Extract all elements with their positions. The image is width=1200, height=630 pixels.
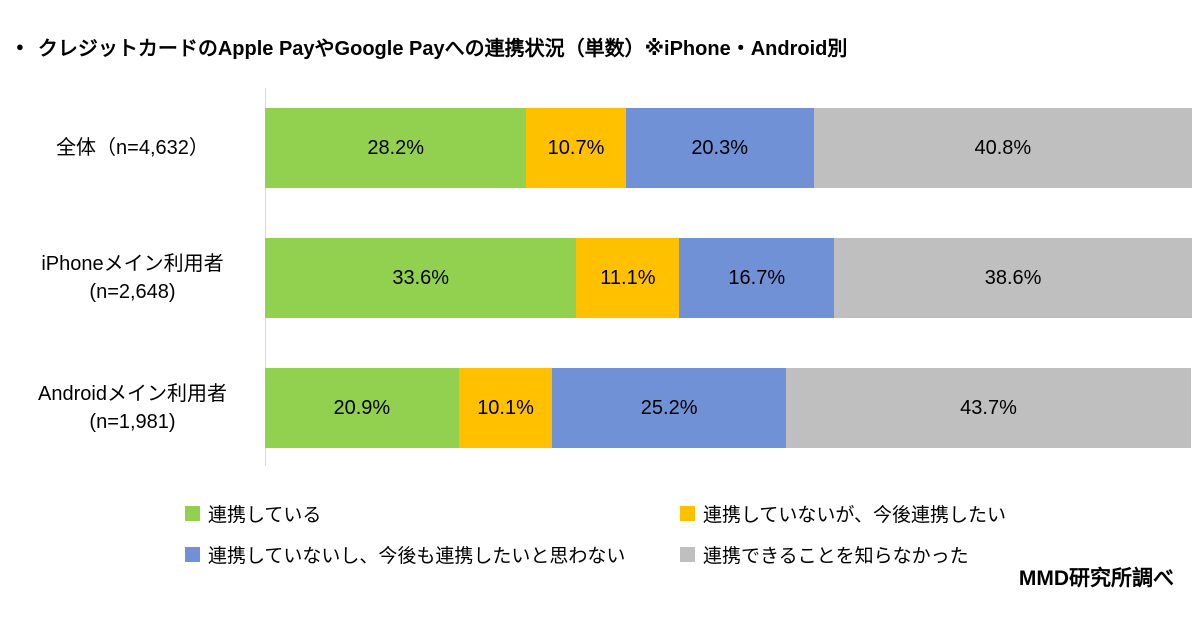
legend-label: 連携していないが、今後連携したい [703, 505, 1007, 526]
legend-swatch-icon [185, 547, 200, 562]
bar-segment: 10.7% [526, 108, 626, 188]
legend-label: 連携していないし、今後も連携したいと思わない [208, 546, 626, 567]
bar-row: iPhoneメイン利用者 (n=2,648) 33.6% 11.1% 16.7% 38.6… [0, 238, 1192, 318]
category-label: 全体（n=4,632） [56, 137, 209, 159]
bar-segment: 38.6% [834, 238, 1192, 318]
bar-segment: 11.1% [576, 238, 680, 318]
stacked-bar: 28.2% 10.7% 20.3% 40.8% [265, 108, 1192, 188]
bar-row: Androidメイン利用者 (n=1,981) 20.9% 10.1% 25.2% 43.… [0, 368, 1192, 448]
category-label: iPhoneメイン利用者 (n=2,648) [41, 253, 224, 303]
bar-segment: 16.7% [679, 238, 835, 318]
stacked-bar-chart: 全体（n=4,632） 28.2% 10.7% 20.3% 40.8% iPhoneメイン… [0, 88, 1192, 448]
legend-item: 連携している [185, 500, 680, 527]
legend-item: 連携していないし、今後も連携したいと思わない [185, 541, 680, 568]
bar-segment: 20.9% [265, 368, 459, 448]
bar-rows: 全体（n=4,632） 28.2% 10.7% 20.3% 40.8% iPhoneメイン… [0, 88, 1192, 448]
legend-label: 連携している [208, 505, 322, 526]
bar-segment: 28.2% [265, 108, 527, 188]
bar-segment: 43.7% [785, 368, 1192, 448]
legend-label: 連携できることを知らなかった [703, 546, 969, 567]
legend-swatch-icon [680, 506, 695, 521]
bar-segment: 25.2% [552, 368, 786, 448]
bar-segment: 33.6% [265, 238, 577, 318]
bar-row: 全体（n=4,632） 28.2% 10.7% 20.3% 40.8% [0, 108, 1192, 188]
legend: 連携している 連携していないが、今後連携したい連携していないし、今後も連携したいと… [185, 500, 1006, 568]
legend-item: 連携していないが、今後連携したい [680, 500, 1006, 527]
stacked-bar: 20.9% 10.1% 25.2% 43.7% [265, 368, 1192, 448]
chart-title: クレジットカードのApple PayやGoogle Payへの連携状況（単数）※… [37, 38, 848, 60]
legend-swatch-icon [185, 506, 200, 521]
source-credit: MMD研究所調べ [1018, 567, 1174, 590]
chart-title-row: ● クレジットカードのApple PayやGoogle Payへの連携状況（単数… [16, 32, 847, 61]
bar-segment: 20.3% [625, 108, 814, 188]
category-label: Androidメイン利用者 (n=1,981) [38, 383, 227, 433]
bar-segment: 40.8% [813, 108, 1192, 188]
legend-item: 連携できることを知らなかった [680, 541, 1006, 568]
bar-segment: 10.1% [458, 368, 553, 448]
legend-swatch-icon [680, 547, 695, 562]
bullet-icon: ● [16, 39, 24, 54]
stacked-bar: 33.6% 11.1% 16.7% 38.6% [265, 238, 1192, 318]
